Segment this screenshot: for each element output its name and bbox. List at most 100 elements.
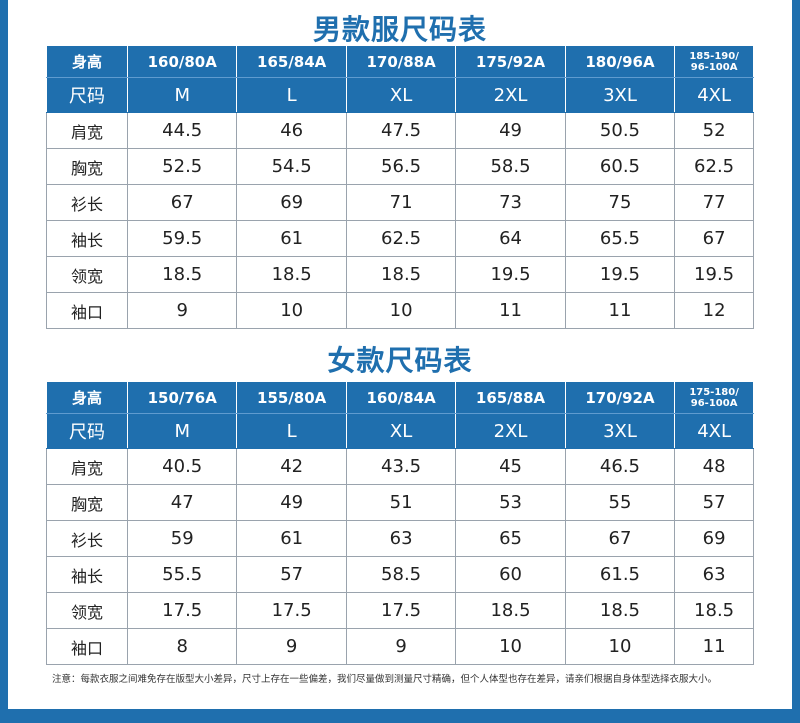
table-cell: 18.5 [126,256,238,293]
table-cell: 46.5 [564,448,676,485]
table-cell: 62.5 [674,148,754,185]
table-cell: 44.5 [126,112,238,149]
women-size-cell: 4XL [674,413,754,449]
table-cell: 10 [345,292,457,329]
table-cell: 11 [564,292,676,329]
table-cell: 63 [674,556,754,593]
women-size-row: 尺码 M L XL 2XL 3XL 4XL [46,413,754,449]
table-row: 袖口 9 10 10 11 11 12 [46,292,754,329]
table-cell: 17.5 [345,592,457,629]
men-height-row: 身高 160/80A 165/84A 170/88A 175/92A 180/9… [46,45,754,78]
table-cell: 10 [455,628,566,665]
table-cell: 60.5 [564,148,676,185]
table-cell: 50.5 [564,112,676,149]
table-cell: 77 [674,184,754,221]
table-cell: 18.5 [345,256,457,293]
table-cell: 9 [345,628,457,665]
row-label: 袖长 [46,220,128,257]
table-cell: 55 [564,484,676,521]
men-height-last-line1: 185-190/ [689,50,739,62]
table-cell: 40.5 [126,448,238,485]
row-label: 肩宽 [46,112,128,149]
table-cell: 55.5 [126,556,238,593]
table-cell: 18.5 [236,256,347,293]
table-cell: 9 [126,292,238,329]
women-height-last-line1: 175-180/ [689,386,739,398]
men-height-last-line2: 96-100A [690,61,738,73]
table-cell: 59 [126,520,238,557]
men-size-cell: 3XL [564,77,676,113]
men-size-chart-title: 男款服尺码表 [312,13,487,46]
table-cell: 43.5 [345,448,457,485]
table-cell: 10 [236,292,347,329]
table-cell: 69 [674,520,754,557]
table-cell: 73 [455,184,566,221]
women-size-cell: XL [345,413,457,449]
table-cell: 58.5 [455,148,566,185]
table-cell: 47 [126,484,238,521]
table-cell: 52 [674,112,754,149]
table-cell: 56.5 [345,148,457,185]
table-cell: 45 [455,448,566,485]
men-height-cell: 175/92A [455,45,566,78]
men-size-cell: XL [345,77,457,113]
table-cell: 47.5 [345,112,457,149]
row-label: 袖长 [46,556,128,593]
table-cell: 17.5 [126,592,238,629]
table-cell: 63 [345,520,457,557]
table-cell: 8 [126,628,238,665]
men-height-cell: 165/84A [236,45,347,78]
men-height-cell-last: 185-190/ 96-100A [674,45,754,78]
disclaimer-note: 注意：每款衣服之间难免存在版型大小差异，尺寸上存在一些偏差，我们尽量做到测量尺寸… [52,674,718,685]
table-cell: 61.5 [564,556,676,593]
women-height-cell: 155/80A [236,381,347,414]
table-cell: 75 [564,184,676,221]
table-cell: 18.5 [674,592,754,629]
table-cell: 52.5 [126,148,238,185]
row-label: 肩宽 [46,448,128,485]
table-row: 肩宽 44.5 46 47.5 49 50.5 52 [46,112,754,149]
table-cell: 67 [564,520,676,557]
men-height-cell: 180/96A [564,45,676,78]
men-size-cell: L [236,77,347,113]
men-size-row: 尺码 M L XL 2XL 3XL 4XL [46,77,754,113]
row-label: 胸宽 [46,484,128,521]
table-cell: 60 [455,556,566,593]
table-row: 衫长 59 61 63 65 67 69 [46,520,754,557]
women-size-label: 尺码 [46,413,128,449]
table-cell: 49 [236,484,347,521]
women-size-cell: L [236,413,347,449]
row-label: 袖口 [46,292,128,329]
table-cell: 48 [674,448,754,485]
table-row: 领宽 17.5 17.5 17.5 18.5 18.5 18.5 [46,592,754,629]
table-cell: 65.5 [564,220,676,257]
men-size-cell: M [126,77,238,113]
table-cell: 18.5 [564,592,676,629]
table-cell: 12 [674,292,754,329]
row-label: 衫长 [46,184,128,221]
table-cell: 19.5 [455,256,566,293]
table-cell: 53 [455,484,566,521]
table-cell: 61 [236,520,347,557]
table-cell: 62.5 [345,220,457,257]
women-size-table: 身高 150/76A 155/80A 160/84A 165/88A 170/9… [46,381,754,665]
women-height-row: 身高 150/76A 155/80A 160/84A 165/88A 170/9… [46,381,754,414]
row-label: 领宽 [46,592,128,629]
women-height-last-line2: 96-100A [690,397,738,409]
table-cell: 59.5 [126,220,238,257]
table-cell: 69 [236,184,347,221]
women-height-cell: 160/84A [345,381,457,414]
frame-right-border [792,0,800,723]
table-cell: 67 [126,184,238,221]
table-cell: 46 [236,112,347,149]
women-size-cell: 2XL [455,413,566,449]
women-height-cell: 170/92A [564,381,676,414]
table-row: 领宽 18.5 18.5 18.5 19.5 19.5 19.5 [46,256,754,293]
row-label: 领宽 [46,256,128,293]
table-cell: 11 [455,292,566,329]
table-cell: 17.5 [236,592,347,629]
men-size-table: 身高 160/80A 165/84A 170/88A 175/92A 180/9… [46,45,754,329]
table-cell: 64 [455,220,566,257]
table-cell: 58.5 [345,556,457,593]
table-cell: 57 [674,484,754,521]
